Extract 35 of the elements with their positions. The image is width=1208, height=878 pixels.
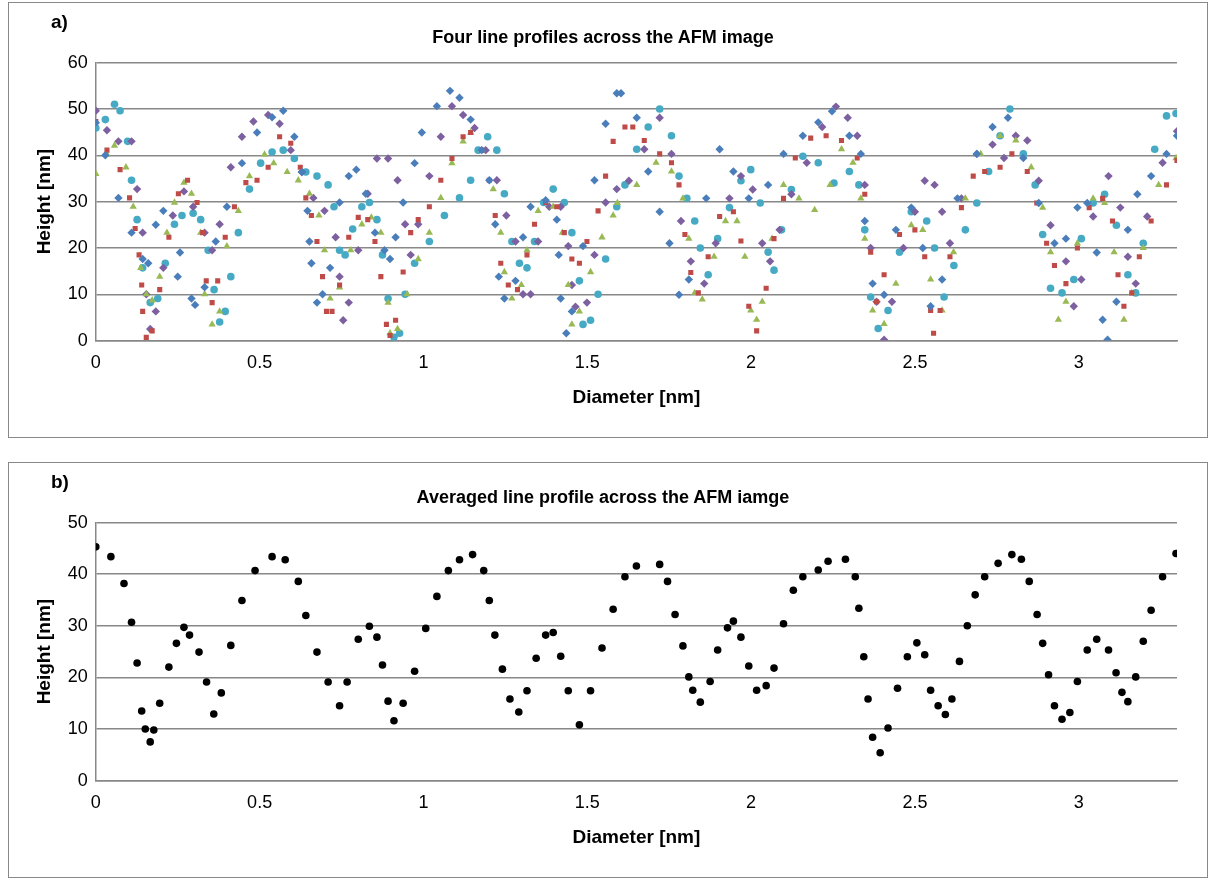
x-tick-label: 2 — [746, 792, 757, 813]
chart-title: Averaged line profile across the AFM iamge — [416, 486, 790, 507]
text: b) — [51, 470, 69, 492]
y-tick-label: 50 — [67, 511, 88, 532]
x-tick-label: 2.5 — [902, 792, 928, 813]
y-tick-label: 10 — [67, 717, 88, 738]
y-tick-label: 20 — [67, 666, 88, 687]
y-axis-title: Height [nm] — [32, 148, 54, 255]
y-tick-label: 0 — [77, 329, 88, 350]
x-tick-label: 1 — [418, 792, 429, 813]
x-axis-title: Diameter [nm] — [572, 385, 701, 407]
y-tick-label: 60 — [67, 51, 88, 72]
y-axis-title: Height [nm] — [32, 598, 54, 705]
x-tick-label: 0 — [90, 352, 101, 373]
y-tick-label: 40 — [67, 563, 88, 584]
y-tick-label: 30 — [67, 614, 88, 635]
chart-title: Four line profiles across the AFM image — [432, 26, 774, 47]
text: a) — [51, 10, 68, 32]
x-tick-label: 1.5 — [574, 792, 600, 813]
y-tick-label: 20 — [67, 236, 88, 257]
x-tick-label: 3 — [1073, 352, 1084, 373]
x-tick-label: 2.5 — [902, 352, 928, 373]
y-tick-label: 0 — [77, 769, 88, 790]
x-tick-label: 0.5 — [247, 792, 273, 813]
x-tick-label: 0.5 — [247, 352, 273, 373]
x-tick-label: 0 — [90, 792, 101, 813]
x-tick-label: 1.5 — [574, 352, 600, 373]
x-tick-label: 3 — [1073, 792, 1084, 813]
y-tick-label: 30 — [67, 190, 88, 211]
x-tick-label: 1 — [418, 352, 429, 373]
y-tick-label: 50 — [67, 97, 88, 118]
y-tick-label: 10 — [67, 283, 88, 304]
x-tick-label: 2 — [746, 352, 757, 373]
x-axis-title: Diameter [nm] — [572, 825, 701, 847]
y-tick-label: 40 — [67, 144, 88, 165]
